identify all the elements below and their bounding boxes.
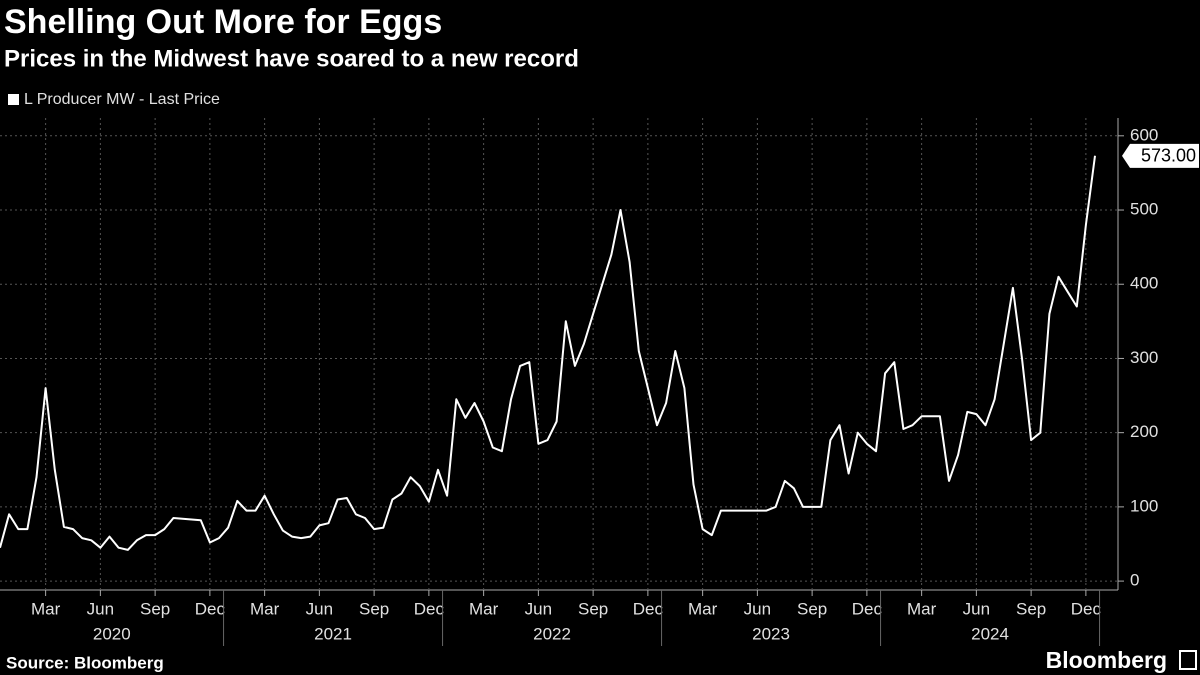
x-tick-label: Sep xyxy=(797,599,827,618)
x-tick-label: Dec xyxy=(1071,599,1102,618)
x-tick-label: Dec xyxy=(195,599,226,618)
x-tick-label: Mar xyxy=(31,599,61,618)
y-tick-label: 400 xyxy=(1130,274,1158,293)
chart-title: Shelling Out More for Eggs xyxy=(4,3,442,41)
x-tick-label: Sep xyxy=(359,599,389,618)
year-label: 2023 xyxy=(752,624,790,643)
x-tick-label: Mar xyxy=(250,599,280,618)
y-tick-label: 100 xyxy=(1130,496,1158,515)
x-tick-label: Sep xyxy=(578,599,608,618)
brand-icon xyxy=(1179,650,1197,670)
x-tick-label: Dec xyxy=(414,599,445,618)
x-tick-label: Mar xyxy=(907,599,937,618)
x-tick-label: Jun xyxy=(306,599,333,618)
year-label: 2022 xyxy=(533,624,571,643)
y-tick-label: 200 xyxy=(1130,422,1158,441)
line-series xyxy=(0,155,1096,551)
x-tick-label: Sep xyxy=(140,599,170,618)
y-tick-label: 600 xyxy=(1130,125,1158,144)
x-tick-label: Jun xyxy=(963,599,990,618)
legend-label: L Producer MW - Last Price xyxy=(24,91,220,108)
y-tick-label: 0 xyxy=(1130,571,1139,590)
x-tick-label: Dec xyxy=(633,599,664,618)
source: Source: Bloomberg xyxy=(6,653,164,672)
x-tick-label: Dec xyxy=(852,599,883,618)
x-tick-label: Jun xyxy=(525,599,552,618)
year-label: 2024 xyxy=(971,624,1009,643)
value-label: 573.00 xyxy=(1141,146,1196,166)
brand-logo: Bloomberg xyxy=(1046,647,1167,673)
x-tick-label: Sep xyxy=(1016,599,1046,618)
year-label: 2020 xyxy=(93,624,131,643)
y-tick-label: 500 xyxy=(1130,200,1158,219)
x-tick-label: Jun xyxy=(744,599,771,618)
x-tick-label: Jun xyxy=(87,599,114,618)
y-tick-label: 300 xyxy=(1130,348,1158,367)
x-tick-label: Mar xyxy=(469,599,499,618)
chart-subtitle: Prices in the Midwest have soared to a n… xyxy=(4,45,579,72)
x-tick-label: Mar xyxy=(688,599,718,618)
year-label: 2021 xyxy=(314,624,352,643)
value-label-box xyxy=(1122,143,1199,168)
legend-swatch xyxy=(8,94,19,105)
